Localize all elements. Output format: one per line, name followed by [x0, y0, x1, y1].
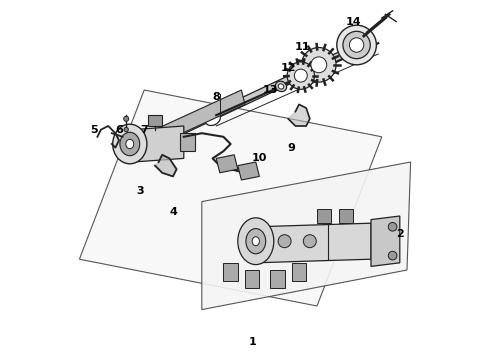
Polygon shape — [317, 209, 331, 223]
Circle shape — [311, 57, 327, 73]
Text: 5: 5 — [90, 125, 98, 135]
Polygon shape — [245, 270, 259, 288]
Text: 14: 14 — [345, 17, 361, 27]
Text: 7: 7 — [140, 125, 148, 135]
Text: 12: 12 — [280, 63, 296, 73]
Text: 9: 9 — [288, 143, 296, 153]
Polygon shape — [371, 216, 400, 266]
Text: 10: 10 — [252, 153, 267, 163]
Circle shape — [337, 25, 376, 65]
Ellipse shape — [113, 124, 147, 164]
Ellipse shape — [246, 229, 266, 254]
Polygon shape — [159, 50, 346, 144]
Polygon shape — [270, 270, 285, 288]
Ellipse shape — [275, 81, 287, 91]
Ellipse shape — [252, 237, 259, 246]
Circle shape — [287, 62, 315, 89]
Ellipse shape — [278, 84, 284, 89]
Polygon shape — [288, 104, 310, 126]
Polygon shape — [155, 155, 176, 176]
Polygon shape — [339, 209, 353, 223]
Circle shape — [124, 127, 128, 132]
Circle shape — [388, 251, 397, 260]
Circle shape — [349, 38, 364, 52]
Circle shape — [278, 235, 291, 248]
Text: 11: 11 — [295, 42, 310, 52]
Circle shape — [388, 222, 397, 231]
Polygon shape — [148, 115, 162, 126]
Polygon shape — [180, 133, 195, 151]
Polygon shape — [155, 90, 245, 144]
Text: 8: 8 — [212, 92, 220, 102]
Polygon shape — [256, 223, 371, 263]
Text: 1: 1 — [248, 337, 256, 347]
Circle shape — [294, 69, 307, 82]
Polygon shape — [216, 155, 238, 173]
Ellipse shape — [238, 218, 274, 265]
Ellipse shape — [120, 132, 140, 156]
Polygon shape — [238, 162, 259, 180]
Circle shape — [343, 31, 370, 59]
Text: 4: 4 — [169, 207, 177, 217]
Polygon shape — [133, 126, 184, 162]
Ellipse shape — [126, 139, 134, 149]
Circle shape — [301, 48, 336, 82]
Polygon shape — [292, 263, 306, 281]
Text: 2: 2 — [396, 229, 404, 239]
Polygon shape — [223, 263, 238, 281]
Text: 6: 6 — [115, 125, 123, 135]
Ellipse shape — [205, 112, 220, 126]
Polygon shape — [79, 90, 382, 306]
Polygon shape — [202, 162, 411, 310]
Circle shape — [303, 235, 316, 248]
Text: 13: 13 — [263, 85, 278, 95]
Circle shape — [123, 116, 129, 121]
Text: 3: 3 — [137, 186, 145, 196]
